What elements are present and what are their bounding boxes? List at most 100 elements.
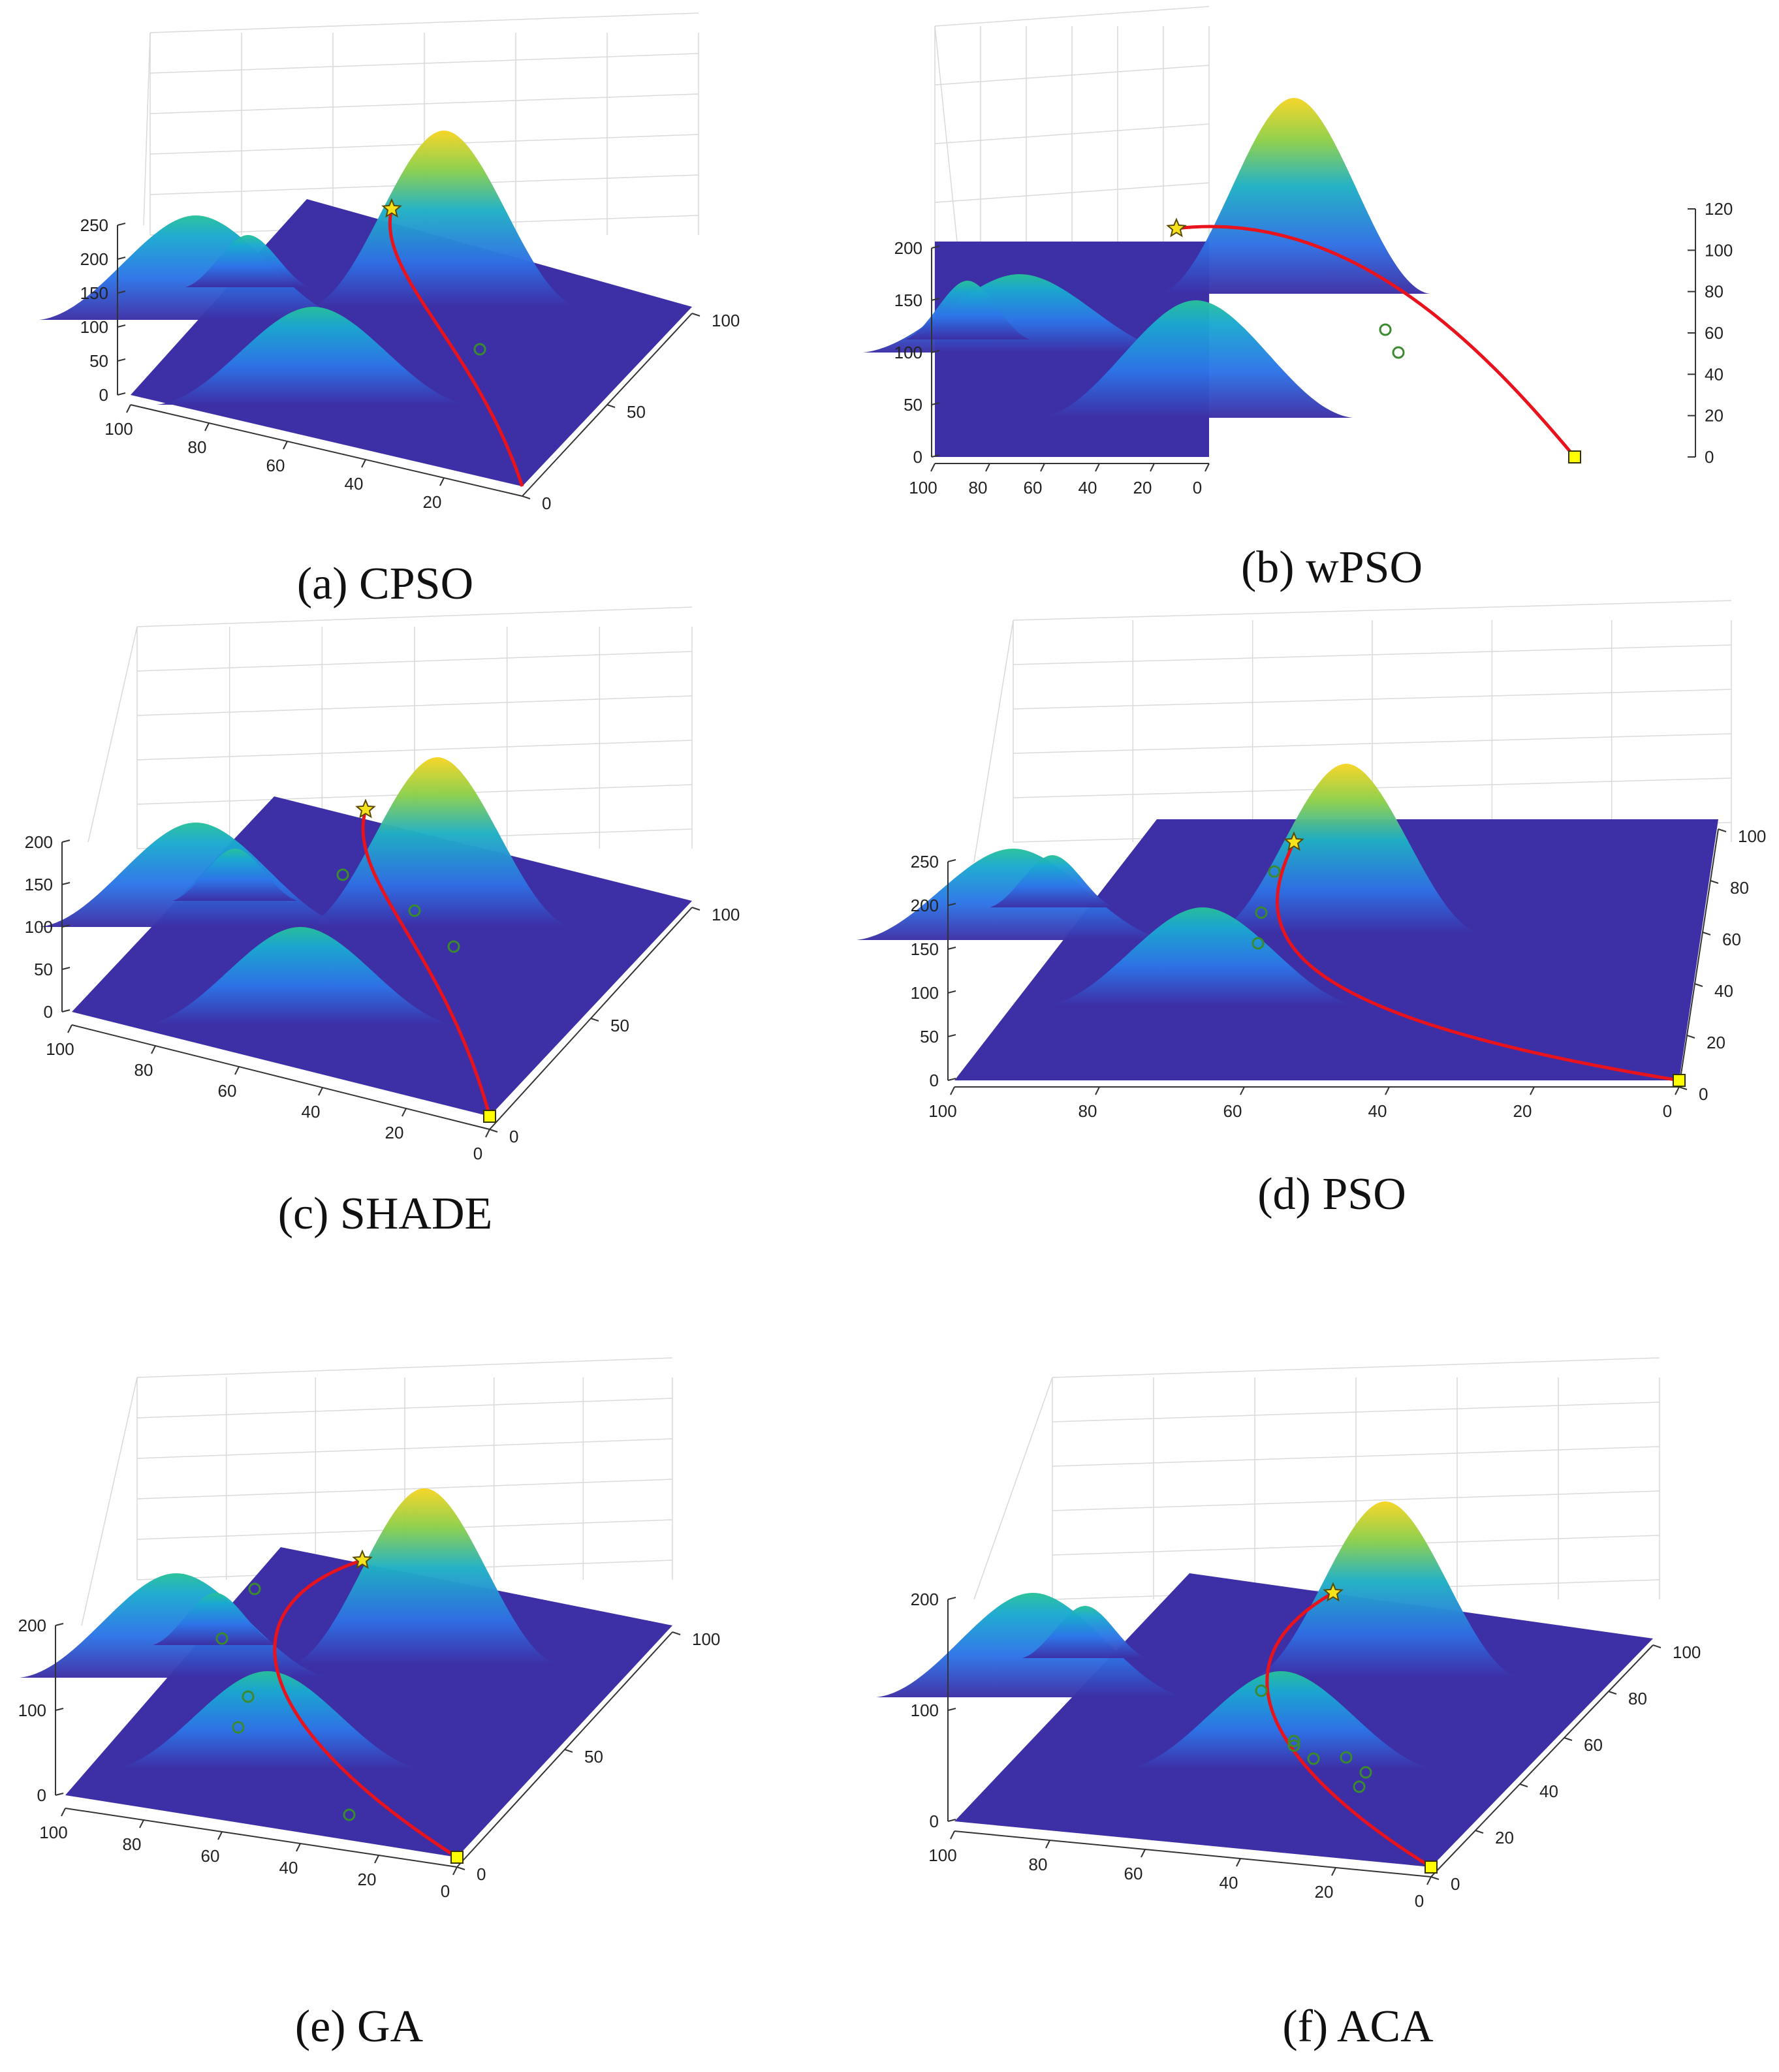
end-square-marker <box>1425 1860 1438 1874</box>
x-tick-label: 100 <box>46 1039 74 1059</box>
waypoint-marker <box>248 1582 261 1595</box>
flight-path <box>388 208 524 487</box>
z-tick-label: 50 <box>89 351 108 371</box>
x-axis <box>71 1024 490 1130</box>
z-tick-label: 100 <box>911 983 939 1003</box>
waypoint-marker <box>1353 1780 1366 1793</box>
z-tick-label: 200 <box>911 1590 939 1609</box>
x-tick <box>1240 1086 1245 1095</box>
x-tick <box>1095 463 1100 472</box>
y-tick-label: 100 <box>712 311 740 330</box>
y-tick-label: 50 <box>584 1747 603 1766</box>
z-tick-label: 200 <box>894 238 922 258</box>
x-tick <box>950 1830 955 1840</box>
z-tick-label: 0 <box>99 385 108 405</box>
y-tick <box>1652 1644 1661 1648</box>
z-tick-label: 150 <box>80 283 108 303</box>
flight-path <box>1176 225 1576 458</box>
z-tick-label: 50 <box>34 960 53 979</box>
terrain-peak <box>185 235 311 287</box>
x-tick-label: 100 <box>928 1845 956 1865</box>
terrain-peak <box>1046 907 1359 1005</box>
start-star-marker <box>1323 1582 1344 1602</box>
z-tick <box>931 298 940 301</box>
x-tick <box>283 441 288 450</box>
terrain-peak <box>1158 98 1430 294</box>
caption-e: (e) GA <box>294 2001 424 2052</box>
z-tick-label: 0 <box>930 1071 939 1090</box>
y-tick-label: 40 <box>1539 1782 1558 1801</box>
terrain-peak <box>876 1593 1189 1697</box>
x-tick <box>1331 1867 1336 1876</box>
x-tick-label: 20 <box>385 1123 404 1142</box>
x-tick-label: 100 <box>928 1101 956 1121</box>
waypoint-marker <box>1392 346 1405 359</box>
z-tick-label: 200 <box>18 1616 46 1635</box>
y-tick-label: 80 <box>1628 1689 1647 1708</box>
x-tick-label: 40 <box>1368 1101 1387 1121</box>
waypoint-marker <box>1379 323 1392 336</box>
z-tick <box>117 290 126 294</box>
grid-c <box>87 606 693 849</box>
terrain-peak <box>905 281 1030 339</box>
y-tick <box>606 404 616 408</box>
chart-panel-c: 0 50 100 150 200 100 80 60 40 20 0 0 50 100 <box>0 606 889 1195</box>
chart-panel-f: 0 100 200 100 80 60 40 20 0 0 20 40 60 80 100 <box>876 1357 1779 1945</box>
waypoint-marker <box>232 1721 245 1734</box>
z-tick-label: 100 <box>25 917 53 937</box>
grid-line <box>973 1377 1053 1600</box>
x-tick <box>1236 1858 1241 1867</box>
start-star-marker <box>1166 217 1187 238</box>
z-tick <box>55 1793 64 1796</box>
grid-line <box>934 182 1210 203</box>
waypoint-marker <box>1268 865 1281 878</box>
z-tick <box>947 903 956 906</box>
grid-line <box>136 1398 673 1419</box>
x-tick-label: 80 <box>969 478 988 497</box>
waypoint-marker <box>1340 1751 1353 1764</box>
y-tick <box>1718 828 1727 832</box>
x-axis <box>130 404 523 497</box>
waypoint-marker <box>1287 1739 1300 1752</box>
flight-path <box>1275 841 1680 1082</box>
x-tick-label: 60 <box>1223 1101 1242 1121</box>
chart-panel-a: 0 50 100 150 200 250 100 80 60 40 20 0 50 100 <box>0 0 889 588</box>
terrain-peak <box>1124 1671 1438 1769</box>
y-tick <box>1475 1830 1484 1834</box>
z-tick <box>931 454 940 458</box>
y-tick-label: 60 <box>1584 1735 1603 1755</box>
y-tick <box>691 907 701 911</box>
waypoint-marker <box>408 904 421 917</box>
z-tick <box>55 1708 64 1711</box>
y-tick <box>1686 1035 1695 1039</box>
grid-line <box>136 1438 673 1459</box>
z-tick-label: 100 <box>80 317 108 337</box>
x-tick <box>1141 1849 1146 1858</box>
x-tick-label: 80 <box>188 437 207 457</box>
grid-line <box>136 1479 673 1499</box>
x-tick <box>950 1086 955 1095</box>
x-tick-label: 60 <box>1124 1864 1143 1883</box>
grid-line <box>150 93 699 114</box>
grid-line <box>934 65 1210 86</box>
z-tick-label: 0 <box>913 447 922 467</box>
y-tick-label: 0 <box>1451 1874 1460 1894</box>
waypoint-marker <box>336 868 349 881</box>
y-tick-label: 50 <box>627 402 646 422</box>
z-tick-label: 150 <box>25 875 53 894</box>
y-tick-label: 100 <box>1738 826 1766 846</box>
flight-path <box>273 1558 458 1859</box>
z-tick-right-label: 0 <box>1705 447 1714 467</box>
z-tick <box>117 257 126 260</box>
x-tick <box>401 1108 407 1117</box>
z-tick <box>931 402 940 405</box>
terrain-peak <box>20 1573 333 1678</box>
grid-line <box>1052 1402 1660 1422</box>
z-tick <box>61 967 71 970</box>
y-tick <box>1694 983 1703 987</box>
x-tick <box>67 1024 72 1033</box>
grid-line <box>136 606 693 627</box>
